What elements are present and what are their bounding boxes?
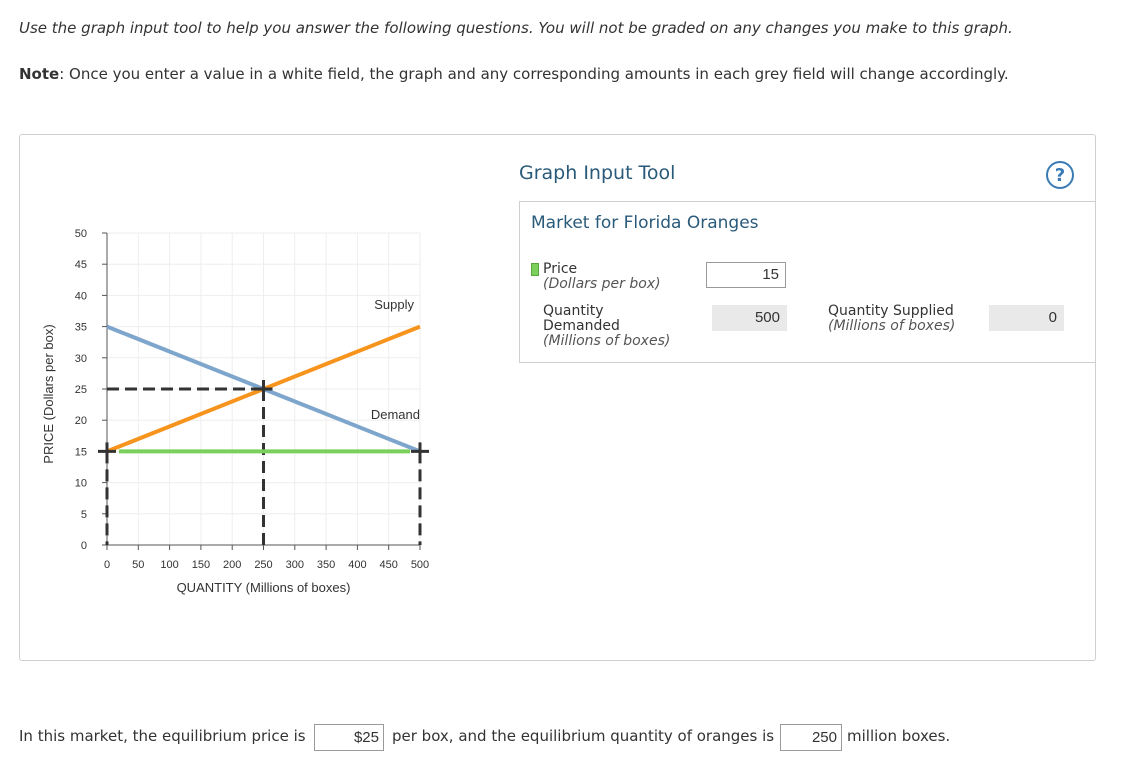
y-tick-label: 25 [75, 384, 87, 396]
y-tick-label: 20 [75, 415, 87, 427]
price-input[interactable]: 15 [706, 262, 786, 288]
y-tick-label: 10 [75, 478, 87, 490]
equilibrium-price-input[interactable]: $25 [314, 724, 384, 751]
x-tick-label: 400 [348, 559, 366, 571]
x-tick-label: 0 [104, 559, 110, 571]
quantity-supplied-unit: (Millions of boxes) [828, 318, 956, 334]
x-tick-label: 250 [254, 559, 272, 571]
y-tick-label: 5 [81, 509, 87, 521]
x-tick-label: 50 [132, 559, 144, 571]
x-tick-label: 200 [223, 559, 241, 571]
y-axis-title: PRICE (Dollars per box) [41, 324, 56, 463]
note-label: Note [19, 65, 60, 83]
y-tick-label: 15 [75, 446, 87, 458]
y-tick-label: 45 [75, 259, 87, 271]
price-label: Price [543, 261, 578, 277]
answer-text-3: million boxes. [847, 727, 951, 745]
demand-curve-label: Demand [371, 407, 420, 422]
x-tick-label: 300 [286, 559, 304, 571]
x-tick-label: 100 [160, 559, 178, 571]
supply-curve-label: Supply [374, 297, 414, 312]
graph-input-tool-box [519, 201, 1096, 363]
instructions-text: Use the graph input tool to help you ans… [19, 19, 1013, 37]
answer-text-2: per box, and the equilibrium quantity of… [392, 727, 775, 745]
equilibrium-quantity-input[interactable]: 250 [780, 724, 842, 751]
x-tick-label: 150 [192, 559, 210, 571]
y-tick-label: 35 [75, 322, 87, 334]
y-tick-label: 0 [81, 540, 87, 552]
quantity-demanded-label-2: Demanded [543, 318, 620, 334]
quantity-demanded-field: 500 [712, 305, 787, 331]
graph-tool-panel [19, 134, 1096, 661]
y-tick-label: 30 [75, 353, 87, 365]
x-tick-label: 450 [380, 559, 398, 571]
quantity-supplied-label: Quantity Supplied [828, 303, 954, 319]
note-body: : Once you enter a value in a white fiel… [59, 65, 1009, 83]
note-text: Note: Once you enter a value in a white … [19, 65, 1009, 83]
quantity-demanded-label-1: Quantity [543, 303, 604, 319]
answer-text-1: In this market, the equilibrium price is [19, 727, 306, 745]
quantity-supplied-field: 0 [989, 305, 1064, 331]
question-mark-icon[interactable]: ? [1046, 161, 1074, 189]
answer-sentence: In this market, the equilibrium price is [19, 727, 306, 745]
market-title: Market for Florida Oranges [531, 213, 759, 233]
x-axis-title: QUANTITY (Millions of boxes) [177, 580, 351, 595]
y-tick-label: 50 [75, 228, 87, 240]
x-tick-label: 500 [411, 559, 429, 571]
graph-input-tool-title: Graph Input Tool [519, 162, 676, 184]
price-line-swatch-icon [531, 263, 539, 276]
price-unit: (Dollars per box) [543, 276, 661, 292]
x-tick-label: 350 [317, 559, 335, 571]
quantity-demanded-unit: (Millions of boxes) [543, 333, 671, 349]
y-tick-label: 40 [75, 290, 87, 302]
